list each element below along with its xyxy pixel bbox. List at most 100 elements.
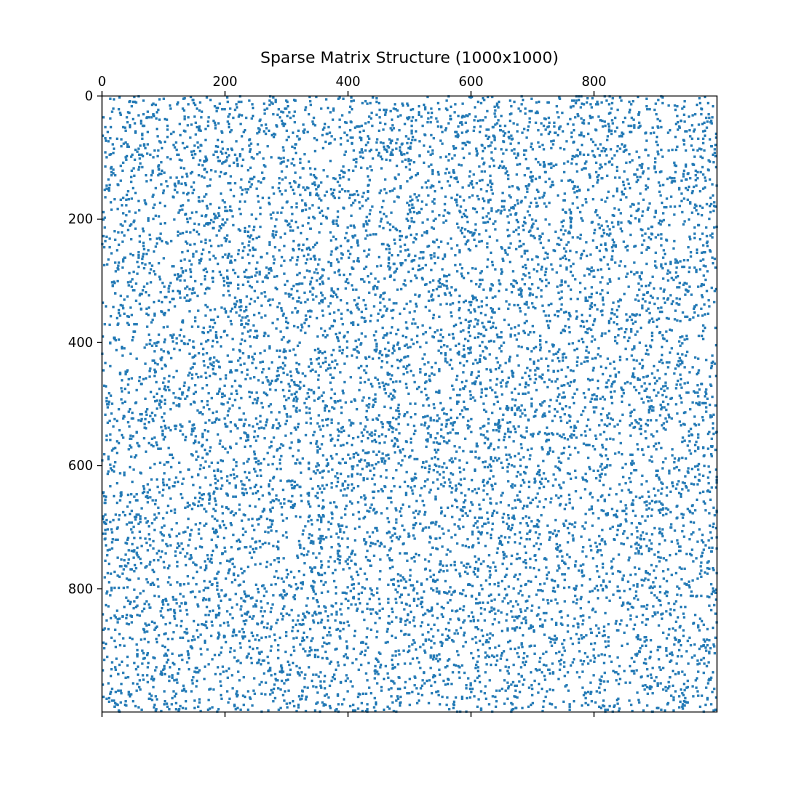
- matrix-nonzero-point: [241, 352, 245, 355]
- matrix-nonzero-point: [581, 121, 584, 124]
- matrix-nonzero-point: [242, 580, 245, 583]
- matrix-nonzero-point: [594, 210, 597, 214]
- matrix-nonzero-point: [127, 448, 130, 451]
- matrix-nonzero-point: [144, 450, 148, 453]
- matrix-nonzero-point: [416, 387, 419, 391]
- matrix-nonzero-point: [656, 611, 659, 614]
- matrix-nonzero-point: [694, 178, 697, 182]
- matrix-nonzero-point: [410, 124, 413, 128]
- matrix-nonzero-point: [333, 271, 336, 274]
- matrix-nonzero-point: [150, 437, 154, 440]
- matrix-nonzero-point: [380, 360, 384, 363]
- matrix-nonzero-point: [485, 215, 488, 218]
- matrix-nonzero-point: [483, 326, 486, 329]
- matrix-nonzero-point: [147, 661, 150, 665]
- matrix-nonzero-point: [563, 507, 566, 511]
- matrix-nonzero-point: [523, 470, 526, 474]
- matrix-nonzero-point: [412, 432, 416, 436]
- matrix-nonzero-point: [542, 506, 546, 509]
- matrix-nonzero-point: [562, 646, 565, 649]
- matrix-nonzero-point: [255, 336, 258, 339]
- matrix-nonzero-point: [135, 643, 138, 646]
- matrix-nonzero-point: [688, 509, 691, 513]
- matrix-nonzero-point: [190, 170, 194, 174]
- matrix-nonzero-point: [216, 666, 220, 669]
- matrix-nonzero-point: [172, 130, 175, 134]
- matrix-nonzero-point: [711, 256, 714, 259]
- matrix-nonzero-point: [137, 251, 140, 254]
- matrix-nonzero-point: [390, 364, 394, 368]
- matrix-nonzero-point: [335, 610, 338, 614]
- matrix-nonzero-point: [331, 406, 334, 409]
- matrix-nonzero-point: [219, 226, 223, 230]
- matrix-nonzero-point: [624, 504, 627, 507]
- matrix-nonzero-point: [136, 655, 139, 658]
- matrix-nonzero-point: [143, 422, 146, 426]
- matrix-nonzero-point: [339, 629, 342, 633]
- matrix-nonzero-point: [477, 530, 480, 533]
- matrix-nonzero-point: [507, 527, 510, 530]
- matrix-nonzero-point: [539, 656, 542, 660]
- matrix-nonzero-point: [282, 160, 285, 163]
- matrix-nonzero-point: [398, 238, 402, 241]
- matrix-nonzero-point: [638, 313, 641, 317]
- matrix-nonzero-point: [344, 401, 347, 404]
- matrix-nonzero-point: [275, 230, 278, 233]
- matrix-nonzero-point: [700, 619, 704, 623]
- matrix-nonzero-point: [532, 362, 536, 365]
- matrix-nonzero-point: [214, 170, 217, 173]
- matrix-nonzero-point: [288, 182, 292, 185]
- matrix-nonzero-point: [239, 661, 242, 665]
- matrix-nonzero-point: [714, 598, 718, 601]
- matrix-nonzero-point: [436, 690, 440, 693]
- matrix-nonzero-point: [119, 223, 122, 226]
- matrix-nonzero-point: [350, 473, 354, 476]
- matrix-nonzero-point: [444, 127, 448, 130]
- matrix-nonzero-point: [712, 209, 715, 213]
- matrix-nonzero-point: [476, 666, 480, 669]
- matrix-nonzero-point: [542, 194, 546, 197]
- matrix-nonzero-point: [700, 107, 703, 110]
- matrix-nonzero-point: [543, 633, 546, 636]
- matrix-nonzero-point: [413, 641, 416, 644]
- matrix-nonzero-point: [434, 495, 437, 498]
- matrix-nonzero-point: [160, 146, 164, 150]
- matrix-nonzero-point: [285, 129, 288, 132]
- matrix-nonzero-point: [475, 602, 478, 605]
- matrix-nonzero-point: [220, 697, 223, 700]
- matrix-nonzero-point: [337, 97, 340, 100]
- matrix-nonzero-point: [154, 361, 157, 365]
- matrix-nonzero-point: [562, 700, 565, 703]
- matrix-nonzero-point: [131, 339, 134, 342]
- matrix-nonzero-point: [550, 263, 553, 266]
- matrix-nonzero-point: [688, 586, 691, 589]
- matrix-nonzero-point: [479, 283, 482, 286]
- matrix-nonzero-point: [377, 461, 380, 464]
- matrix-nonzero-point: [163, 654, 166, 657]
- matrix-nonzero-point: [708, 138, 712, 141]
- matrix-nonzero-point: [187, 199, 190, 202]
- matrix-nonzero-point: [636, 95, 640, 99]
- matrix-nonzero-point: [320, 547, 324, 550]
- matrix-nonzero-point: [495, 502, 498, 505]
- matrix-nonzero-point: [175, 602, 178, 605]
- matrix-nonzero-point: [405, 302, 408, 306]
- matrix-nonzero-point: [285, 568, 288, 572]
- matrix-nonzero-point: [409, 145, 412, 148]
- matrix-nonzero-point: [410, 220, 413, 223]
- matrix-nonzero-point: [657, 181, 661, 184]
- matrix-nonzero-point: [221, 131, 224, 134]
- matrix-nonzero-point: [217, 604, 220, 607]
- matrix-nonzero-point: [244, 188, 247, 191]
- matrix-nonzero-point: [192, 340, 195, 343]
- matrix-nonzero-point: [112, 147, 116, 150]
- matrix-nonzero-point: [197, 146, 200, 149]
- matrix-nonzero-point: [317, 605, 320, 608]
- matrix-nonzero-point: [567, 567, 570, 570]
- matrix-nonzero-point: [229, 473, 232, 477]
- matrix-nonzero-point: [662, 570, 665, 573]
- matrix-nonzero-point: [232, 533, 235, 537]
- matrix-nonzero-point: [289, 668, 292, 671]
- matrix-nonzero-point: [345, 346, 349, 349]
- matrix-nonzero-point: [103, 647, 106, 650]
